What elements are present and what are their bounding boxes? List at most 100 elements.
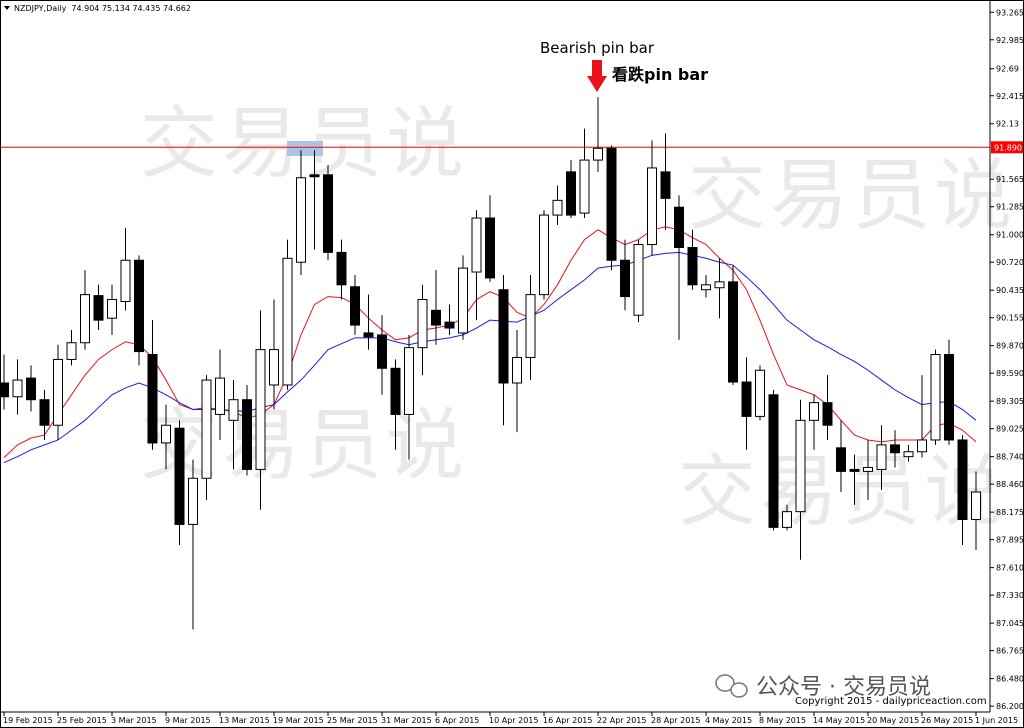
x-tick-label: 16 Apr 2015 <box>543 716 592 725</box>
y-tick-label: 88.460 <box>996 480 1024 489</box>
y-tick-label: 93.265 <box>996 8 1024 17</box>
y-tick-label: 91.565 <box>996 175 1024 184</box>
candle-body <box>431 309 441 326</box>
y-tick-label: 92.13 <box>996 120 1019 129</box>
candle-body <box>714 281 725 289</box>
y-tick-label: 89.590 <box>996 369 1024 378</box>
candle-body <box>161 424 171 444</box>
y-tick-label: 87.610 <box>996 564 1024 573</box>
y-tick-label: 90.720 <box>996 258 1024 267</box>
y-tick-label: 90.155 <box>996 314 1024 323</box>
y-tick-label: 91.000 <box>996 231 1024 240</box>
candle-body <box>80 294 90 344</box>
level-label-box <box>991 141 1023 154</box>
candle-body <box>498 289 509 384</box>
candle-body <box>93 295 104 321</box>
candle-body <box>228 399 239 421</box>
candle-body <box>606 147 617 261</box>
candle-body <box>147 354 158 444</box>
candle-body <box>417 299 428 349</box>
y-tick-label: 87.330 <box>996 591 1024 600</box>
level-label: 91.890 <box>994 143 1022 152</box>
candle-body <box>525 294 536 358</box>
candle-body <box>647 167 657 246</box>
candle-body <box>579 159 590 214</box>
y-tick-label: 91.285 <box>996 203 1024 212</box>
y-tick-label: 88.175 <box>996 508 1024 517</box>
candle-body <box>944 354 954 441</box>
candle-body <box>296 177 306 263</box>
candle-body <box>755 369 765 417</box>
y-tick-label: 86.480 <box>996 675 1024 684</box>
candle-body <box>903 451 914 458</box>
candle-body <box>309 174 320 178</box>
candle-body <box>404 347 414 415</box>
candle-body <box>930 354 941 441</box>
x-tick-label: 31 Mar 2015 <box>381 716 432 725</box>
x-tick-label: 3 Mar 2015 <box>111 716 157 725</box>
x-tick-label: 9 Mar 2015 <box>165 716 211 725</box>
candle-body <box>660 171 671 199</box>
y-tick-label: 88.740 <box>996 453 1024 462</box>
copyright: Copyright 2015 - dailypriceaction.com <box>795 696 987 707</box>
x-tick-label: 25 Feb 2015 <box>57 716 107 725</box>
candle-body <box>728 281 738 383</box>
annotation: 看跌pin bar <box>611 65 708 84</box>
candle-body <box>768 394 779 528</box>
y-tick-label: 86.200 <box>996 702 1024 711</box>
candle-body <box>336 251 347 286</box>
candle-body <box>512 356 522 384</box>
annotation: Bearish pin bar <box>540 39 655 57</box>
candle-body <box>390 367 401 415</box>
candle-body <box>566 171 576 216</box>
candle-body <box>836 447 846 472</box>
candle-body <box>53 358 63 426</box>
y-tick-label: 92.69 <box>996 65 1019 74</box>
x-tick-label: 28 Apr 2015 <box>651 716 700 725</box>
candle-body <box>971 491 981 521</box>
candle-body <box>201 379 212 479</box>
candle-body <box>26 377 36 401</box>
moving-average <box>3 251 977 464</box>
candle-body <box>377 334 387 369</box>
watermark: 交易员说 <box>140 401 468 491</box>
candle-body <box>863 466 873 472</box>
candle-body <box>633 244 644 316</box>
x-tick-label: 19 Feb 2015 <box>3 716 53 725</box>
candle-body <box>120 259 131 302</box>
candle-body <box>134 259 144 353</box>
candle-body <box>539 214 549 296</box>
candle-body <box>957 439 968 521</box>
candle-body <box>795 419 806 513</box>
y-tick-label: 92.985 <box>996 36 1024 45</box>
y-tick-label: 89.025 <box>996 425 1024 434</box>
candle-body <box>242 399 252 470</box>
arrow <box>587 60 607 92</box>
x-tick-label: 13 Mar 2015 <box>219 716 270 725</box>
candle-body <box>174 427 185 525</box>
candle-body <box>0 382 9 398</box>
candle-body <box>350 286 360 326</box>
watermark: 交易员说 <box>688 151 1016 241</box>
candle-body <box>471 217 482 273</box>
candle-body <box>39 399 50 426</box>
candle-body <box>552 199 563 216</box>
y-tick-label: 87.895 <box>996 536 1024 545</box>
y-tick-label: 86.765 <box>996 647 1024 656</box>
candle-body <box>269 349 279 386</box>
candle-body <box>849 468 860 472</box>
plot-area <box>0 97 990 630</box>
x-tick-label: 22 Apr 2015 <box>597 716 646 725</box>
y-tick-label: 89.305 <box>996 397 1024 406</box>
x-tick-label: 20 May 2015 <box>867 716 919 725</box>
x-tick-label: 19 Mar 2015 <box>273 716 324 725</box>
title-icon <box>4 6 10 10</box>
overlay-text: 公众号 · 交易员说 <box>756 675 931 700</box>
candle-body <box>620 259 630 298</box>
y-tick-label: 92.415 <box>996 92 1024 101</box>
candle-body <box>255 349 266 470</box>
x-tick-label: 26 May 2015 <box>921 716 973 725</box>
candle-body <box>741 381 752 417</box>
candle-body <box>701 284 711 291</box>
